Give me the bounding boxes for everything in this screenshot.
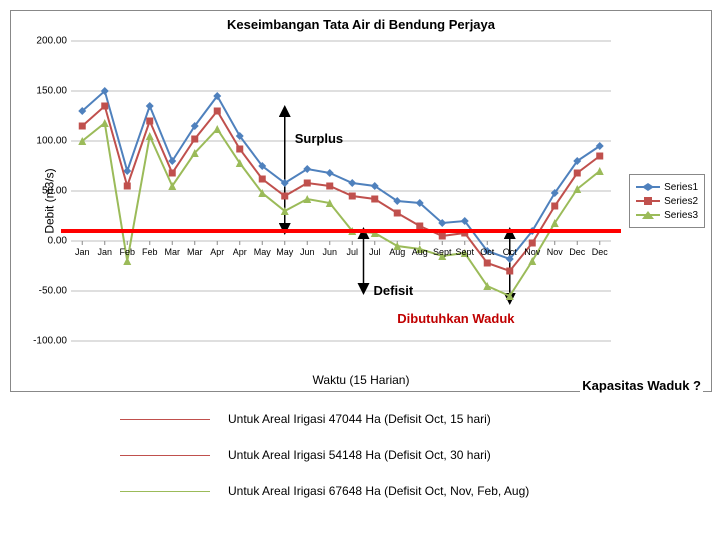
y-tick: 200.00 [27,36,71,47]
x-tick: May [250,245,274,257]
footnote-row: Untuk Areal Irigasi 54148 Ha (Defisit Oc… [120,448,710,462]
x-tick: Apr [228,245,252,257]
legend-item: Series2 [636,195,698,207]
x-tick: Jul [340,245,364,257]
y-axis-label: Debit (m3/s) [43,168,57,233]
kapasitas-annotation: Kapasitas Waduk ? [580,378,703,393]
x-tick: Sept [430,245,454,257]
plot-area: Surplus Defisit Dibutuhkan Waduk-100.00-… [71,41,611,341]
surplus-annotation: Surplus [295,131,343,146]
legend-item: Series3 [636,209,698,221]
chart-frame: Keseimbangan Tata Air di Bendung Perjaya… [10,10,712,392]
waduk-annotation: Dibutuhkan Waduk [397,311,514,326]
footnote-line [120,455,210,456]
guide-line [61,229,621,233]
y-tick: -50.00 [27,286,71,297]
footnote-text: Untuk Areal Irigasi 54148 Ha (Defisit Oc… [228,448,491,462]
chart-title: Keseimbangan Tata Air di Bendung Perjaya [11,11,711,32]
footnote-text: Untuk Areal Irigasi 47044 Ha (Defisit Oc… [228,412,491,426]
footnote-line [120,419,210,420]
footnotes: Untuk Areal Irigasi 47044 Ha (Defisit Oc… [120,412,710,498]
x-tick: Nov [543,245,567,257]
x-tick: Jul [363,245,387,257]
x-tick: Apr [205,245,229,257]
x-tick: Feb [138,245,162,257]
x-tick: May [273,245,297,257]
x-tick: Sept [453,245,477,257]
x-tick: Jan [70,245,94,257]
footnote-text: Untuk Areal Irigasi 67648 Ha (Defisit Oc… [228,484,529,498]
footnote-line [120,491,210,492]
x-tick: Mar [183,245,207,257]
x-tick: Mar [160,245,184,257]
x-tick: Jan [93,245,117,257]
defisit-annotation: Defisit [374,283,414,298]
x-tick: Aug [408,245,432,257]
legend-label: Series3 [664,210,698,221]
legend-label: Series1 [664,182,698,193]
x-tick: Feb [115,245,139,257]
x-axis-label: Waktu (15 Harian) [313,373,410,387]
y-tick: 150.00 [27,86,71,97]
footnote-row: Untuk Areal Irigasi 47044 Ha (Defisit Oc… [120,412,710,426]
x-tick: Jun [318,245,342,257]
x-tick: Dec [588,245,612,257]
x-tick: Oct [498,245,522,257]
y-tick: 0.00 [27,236,71,247]
x-tick: Nov [520,245,544,257]
y-tick: 50.00 [27,186,71,197]
x-tick: Aug [385,245,409,257]
legend-label: Series2 [664,196,698,207]
x-tick: Dec [565,245,589,257]
x-tick: Oct [475,245,499,257]
x-tick: Jun [295,245,319,257]
legend: Series1 Series2 Series3 [629,174,705,228]
legend-item: Series1 [636,181,698,193]
y-tick: 100.00 [27,136,71,147]
footnote-row: Untuk Areal Irigasi 67648 Ha (Defisit Oc… [120,484,710,498]
y-tick: -100.00 [27,336,71,347]
